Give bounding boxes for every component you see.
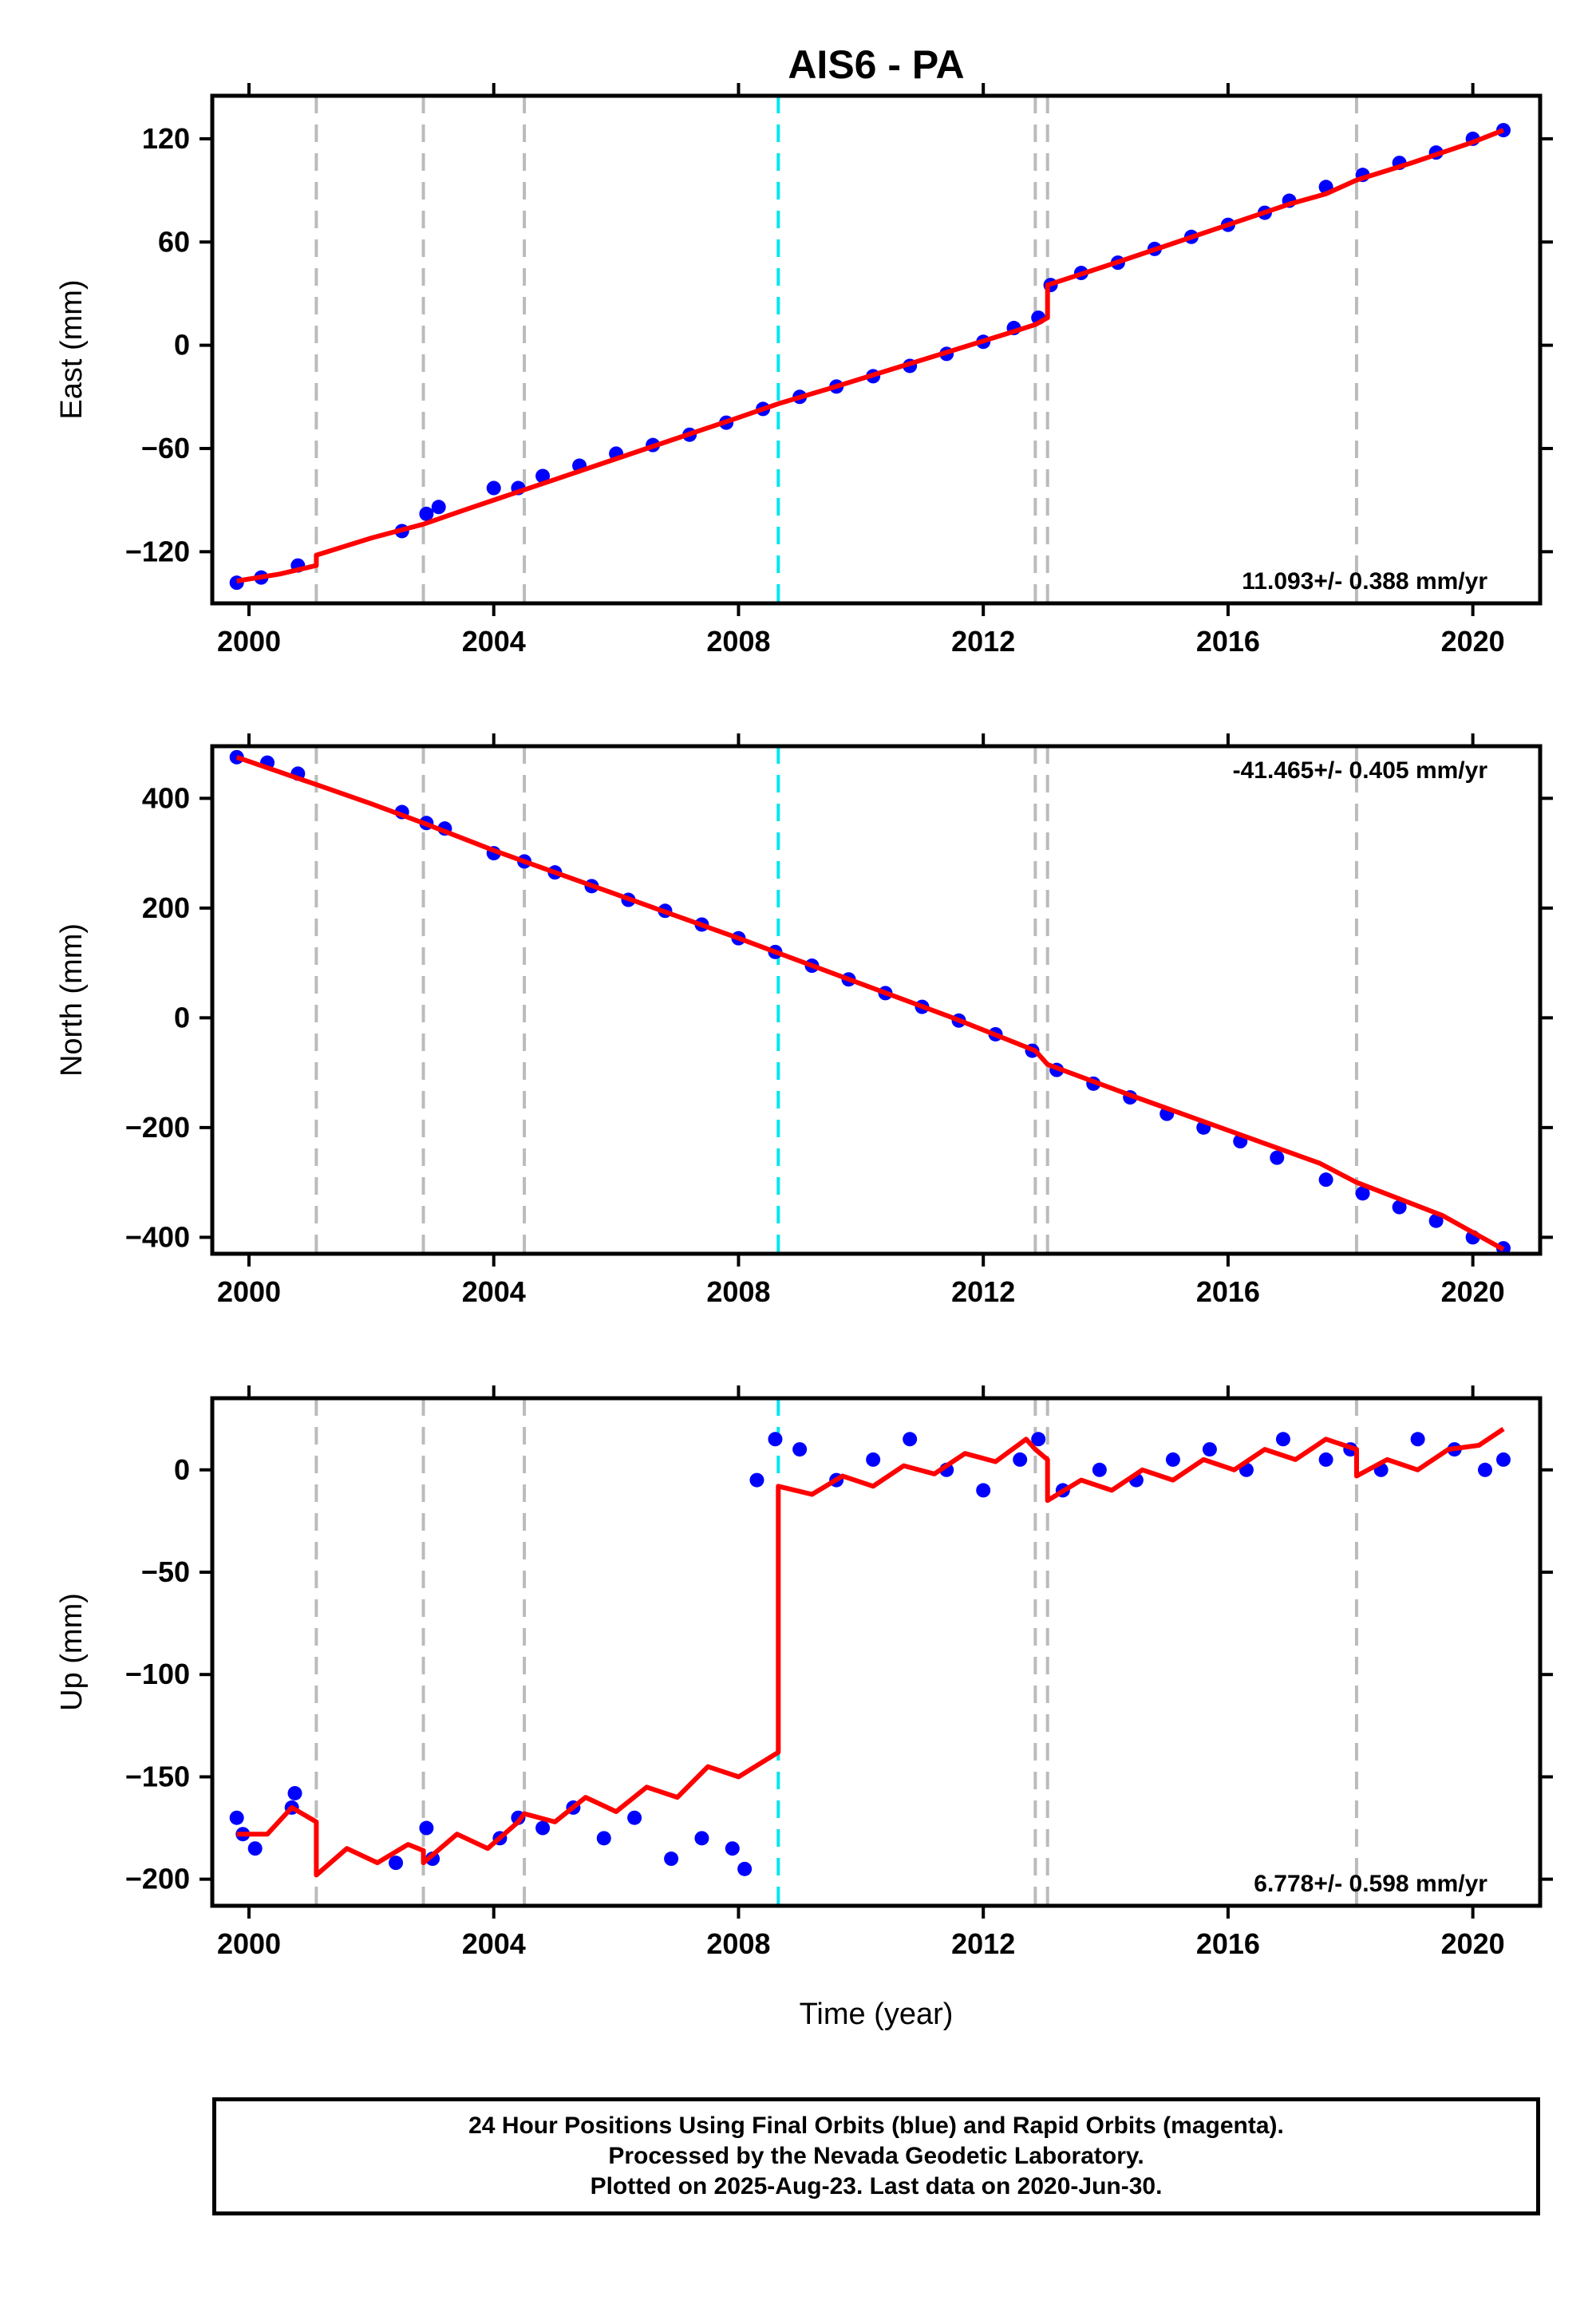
rate-label: -41.465+/- 0.405 mm/yr	[1233, 757, 1488, 784]
y-tick-label: 0	[174, 1001, 190, 1034]
panel-1: 120 60 0 −60 −120 2000 2004 2008 2012 2016 2020 Eas…	[55, 83, 1553, 658]
data-point	[1031, 1432, 1046, 1447]
x-tick-label: 2020	[1441, 1927, 1505, 1960]
data-point	[287, 1785, 302, 1800]
data-point	[1318, 1452, 1333, 1467]
data-point	[749, 1472, 764, 1488]
panel-frame	[210, 1396, 1543, 1908]
y-tick-label: −100	[125, 1658, 190, 1690]
x-tick-label: 2016	[1196, 625, 1260, 658]
y-tick-label: 400	[142, 781, 190, 814]
data-point	[419, 1820, 434, 1836]
x-tick-label: 2004	[462, 1275, 526, 1308]
data-point	[976, 1483, 991, 1498]
data-point	[389, 1856, 404, 1871]
y-tick-label: −150	[125, 1760, 190, 1792]
panel-3: 0 −50 −100 −150 −200 2000 2004 2008 2012 2016 2020…	[55, 1385, 1553, 1960]
x-tick-label: 2012	[951, 1927, 1015, 1960]
footer-caption-box: 24 Hour Positions Using Final Orbits (bl…	[212, 2097, 1540, 2215]
x-tick-label: 2012	[951, 1275, 1015, 1308]
data-point	[1275, 1432, 1290, 1447]
x-tick-label: 2008	[706, 1927, 770, 1960]
rate-label: 11.093+/- 0.388 mm/yr	[1242, 568, 1487, 595]
y-tick-label: 200	[142, 891, 190, 924]
data-point	[1477, 1462, 1492, 1477]
footer-line-2: Processed by the Nevada Geodetic Laborat…	[608, 2143, 1144, 2169]
plot-area	[229, 1427, 1511, 1878]
x-tick-label: 2016	[1196, 1927, 1260, 1960]
y-tick-label: 60	[158, 225, 190, 258]
data-point	[431, 500, 446, 515]
x-tick-label: 2000	[217, 1927, 281, 1960]
model-line	[236, 128, 1505, 583]
x-tick-label: 2016	[1196, 1275, 1260, 1308]
data-point	[1202, 1442, 1217, 1457]
figure-title: AIS6 - PA	[788, 42, 964, 87]
y-tick-label: −50	[141, 1555, 190, 1588]
data-point	[903, 1432, 918, 1447]
footer-line-3: Plotted on 2025-Aug-23. Last data on 202…	[590, 2173, 1163, 2199]
y-tick-label: −120	[125, 535, 190, 567]
model-line	[235, 754, 1505, 1252]
x-tick-label: 2020	[1441, 625, 1505, 658]
panel-frame	[210, 744, 1543, 1256]
data-point	[1428, 1213, 1444, 1228]
data-point	[486, 480, 501, 496]
data-point	[229, 575, 244, 591]
x-tick-label: 2008	[706, 1275, 770, 1308]
data-point	[694, 1831, 709, 1846]
data-point	[1318, 1172, 1333, 1188]
data-point	[1355, 1186, 1370, 1201]
x-tick-label: 2008	[706, 625, 770, 658]
x-tick-label: 2000	[217, 1275, 281, 1308]
data-point	[664, 1852, 679, 1867]
y-axis-label: North (mm)	[55, 923, 89, 1077]
y-tick-label: 0	[174, 1453, 190, 1486]
rate-label: 6.778+/- 0.598 mm/yr	[1254, 1871, 1487, 1897]
plot-area	[229, 749, 1511, 1254]
data-point	[419, 506, 434, 521]
plot-area	[229, 123, 1511, 591]
y-tick-label: −200	[125, 1863, 190, 1895]
data-point	[229, 1810, 244, 1825]
y-tick-label: 0	[174, 329, 190, 362]
footer-line-1: 24 Hour Positions Using Final Orbits (bl…	[468, 2112, 1284, 2139]
x-tick-label: 2020	[1441, 1275, 1505, 1308]
data-point	[1495, 1452, 1511, 1467]
y-tick-label: −60	[141, 432, 190, 464]
y-tick-label: 120	[142, 122, 190, 155]
x-axis-label: Time (year)	[800, 1998, 954, 2031]
data-point	[792, 1442, 808, 1457]
data-point	[535, 468, 551, 484]
data-point	[1092, 1462, 1107, 1477]
data-point	[768, 1432, 783, 1447]
data-point	[627, 1810, 642, 1825]
x-tick-label: 2012	[951, 625, 1015, 658]
data-point	[535, 1820, 551, 1836]
data-point	[866, 1452, 881, 1467]
data-point	[1270, 1150, 1285, 1165]
data-point	[247, 1841, 263, 1856]
data-point	[737, 1861, 753, 1876]
data-point	[725, 1841, 740, 1856]
x-tick-label: 2000	[217, 625, 281, 658]
panel-frame	[210, 93, 1543, 606]
x-tick-label: 2004	[462, 625, 526, 658]
data-point	[1165, 1452, 1180, 1467]
data-point	[1392, 1199, 1407, 1215]
y-axis-label: East (mm)	[55, 279, 89, 419]
model-line	[236, 1427, 1505, 1878]
y-tick-label: −400	[125, 1220, 190, 1253]
x-tick-label: 2004	[462, 1927, 526, 1960]
data-point	[596, 1831, 611, 1846]
y-tick-label: −200	[125, 1111, 190, 1144]
data-point	[1410, 1432, 1425, 1447]
y-axis-label: Up (mm)	[55, 1593, 89, 1711]
data-point	[1013, 1452, 1028, 1467]
